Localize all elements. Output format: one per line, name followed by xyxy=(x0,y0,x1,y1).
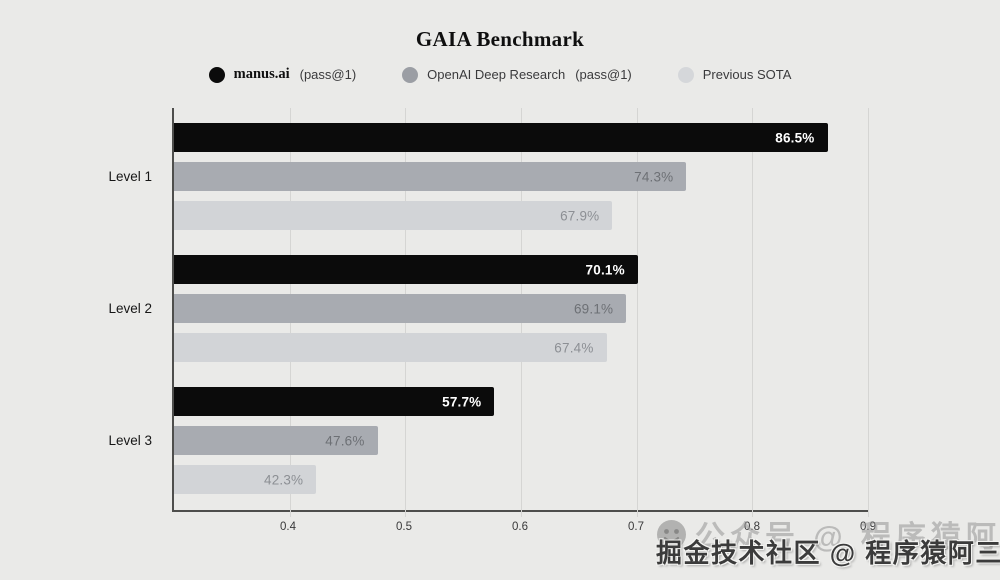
x-tick-label-0.6: 0.6 xyxy=(512,521,528,533)
category-label-level-2: Level 2 xyxy=(108,301,152,316)
bar-value-label: 74.3% xyxy=(634,169,674,184)
legend-label-suffix: (pass@1) xyxy=(575,67,632,82)
chart-title: GAIA Benchmark xyxy=(415,27,585,51)
bar-group-level-2: 70.1% 69.1% 67.4% xyxy=(174,255,868,362)
x-tick-label-0.9: 0.9 xyxy=(860,521,876,533)
bar-level-2-series-1: 69.1% xyxy=(174,294,627,323)
x-tick-label-0.8: 0.8 xyxy=(744,521,760,533)
legend-label: Previous SOTA xyxy=(702,67,792,82)
watermark-dark-text: 掘金技术社区 @ 程序猿阿三 xyxy=(656,538,1000,568)
bar-value-label: 86.5% xyxy=(775,130,815,145)
x-tick-label-0.7: 0.7 xyxy=(628,521,644,533)
x-tick-label-0.4: 0.4 xyxy=(280,521,296,533)
bar-value-label: 67.4% xyxy=(554,340,594,355)
legend-item-previous-sota: Previous SOTA xyxy=(677,66,792,83)
legend-item-manus-ai: manus.ai (pass@1) xyxy=(208,66,357,83)
legend-label: manus.ai xyxy=(233,66,290,82)
bar-level-2-series-2: 67.4% xyxy=(174,333,607,362)
bar-group-level-3: 57.7% 47.6% 42.3% xyxy=(174,387,868,494)
bar-group-level-1: 86.5% 74.3% 67.9% xyxy=(174,123,868,230)
bar-level-1-series-2: 67.9% xyxy=(174,201,613,230)
bar-value-label: 57.7% xyxy=(442,394,482,409)
bar-level-3-series-0: 57.7% xyxy=(174,387,495,416)
gridline-0.7 xyxy=(636,108,638,517)
x-tick-label-0.5: 0.5 xyxy=(396,521,412,533)
legend-item-openai-deep-research: OpenAI Deep Research (pass@1) xyxy=(402,66,632,83)
category-label-level-3: Level 3 xyxy=(108,433,152,448)
x-axis-tick-labels: 0.4 0.5 0.6 0.7 0.8 0.9 xyxy=(172,521,876,537)
bar-value-label: 69.1% xyxy=(573,301,614,316)
bar-value-label: 47.6% xyxy=(325,433,365,448)
bar-level-1-series-0: 86.5% xyxy=(174,123,828,152)
gridline-0.8 xyxy=(752,108,754,517)
bar-level-3-series-2: 42.3% xyxy=(174,465,317,494)
chart-legend: manus.ai (pass@1) OpenAI Deep Research (… xyxy=(0,66,1000,83)
legend-label-suffix: (pass@1) xyxy=(299,67,357,82)
plot-area: 86.5% 74.3% 67.9% 70.1% 69.1% 67.4% 57.7% 47.6%… xyxy=(172,108,869,517)
category-label-level-1: Level 1 xyxy=(108,169,152,184)
gridline-0.9 xyxy=(868,108,869,517)
bar-level-1-series-1: 74.3% xyxy=(174,162,687,191)
bar-value-label: 42.3% xyxy=(263,472,304,487)
legend-swatch-previous-sota-icon xyxy=(677,66,694,83)
legend-swatch-manus-ai-icon xyxy=(208,66,225,83)
legend-swatch-openai-icon xyxy=(402,66,419,83)
bar-level-2-series-0: 70.1% xyxy=(174,255,638,284)
bar-value-label: 67.9% xyxy=(560,208,600,223)
bar-level-3-series-1: 47.6% xyxy=(174,426,378,455)
legend-label: OpenAI Deep Research xyxy=(427,67,566,82)
bar-value-label: 70.1% xyxy=(585,262,625,277)
